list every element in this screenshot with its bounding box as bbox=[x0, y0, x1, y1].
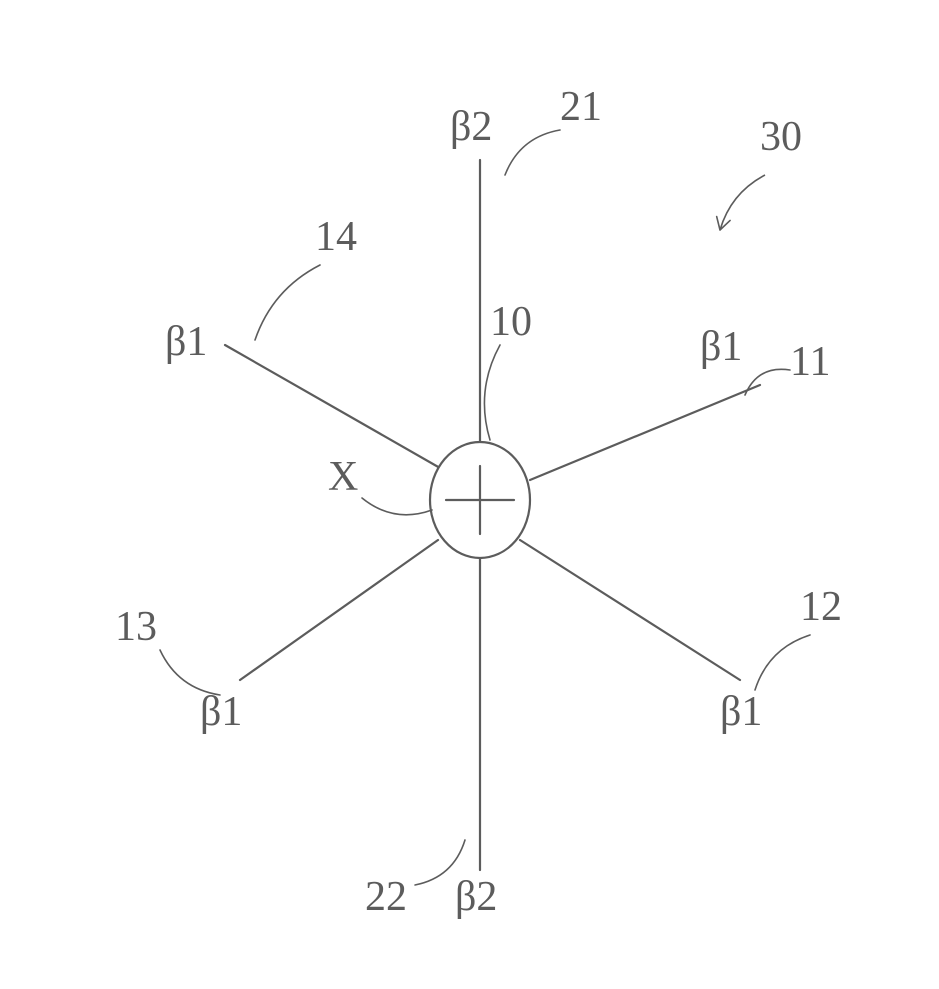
spoke-ref-label: 11 bbox=[790, 339, 830, 385]
spoke-end-label: β1 bbox=[200, 689, 242, 735]
radial-diagram: β2 21 β1 11 β1 12 β2 22 β1 13 β1 14 10 X 30 bbox=[0, 0, 939, 989]
spoke-ref-label: 12 bbox=[800, 584, 842, 630]
spoke-end-label: β1 bbox=[165, 319, 207, 365]
spoke-end-label: β2 bbox=[455, 874, 497, 920]
spoke-ref-label: 14 bbox=[315, 214, 357, 260]
spoke-ref-label: 13 bbox=[115, 604, 157, 650]
assembly-ref-label: 30 bbox=[760, 114, 802, 160]
center-x-label: X bbox=[328, 454, 358, 500]
spoke-end-label: β1 bbox=[720, 689, 762, 735]
spoke-ref-label: 21 bbox=[560, 84, 602, 130]
center-ref-label: 10 bbox=[490, 299, 532, 345]
spoke-end-label: β2 bbox=[450, 104, 492, 150]
center-node bbox=[430, 442, 530, 558]
spoke-end-label: β1 bbox=[700, 324, 742, 370]
spoke-ref-label: 22 bbox=[365, 874, 407, 920]
